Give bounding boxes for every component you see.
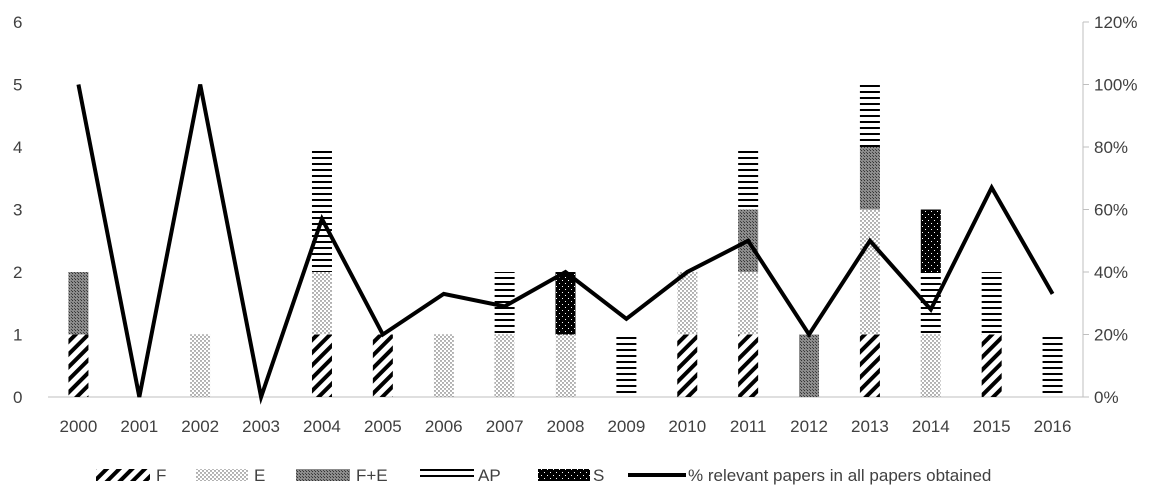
- bar-e-2010: [677, 272, 698, 335]
- y-right-tick-label: 40%: [1094, 263, 1128, 282]
- legend-swatch-f-e: [296, 469, 350, 481]
- legend-label-f-e: F+E: [356, 466, 388, 485]
- bar-e-2014: [920, 334, 941, 397]
- line-series: [76, 84, 1055, 405]
- x-tick-label: 2006: [425, 417, 463, 436]
- bar-e-2004: [311, 272, 332, 335]
- bar-f-e-2000: [68, 272, 89, 335]
- legend: F E F+E AP S % relevant papers in all papers …: [96, 466, 991, 485]
- bar-e-2002: [190, 334, 211, 397]
- bar-f-2005: [372, 334, 393, 397]
- x-tick-label: 2012: [790, 417, 828, 436]
- legend-swatch-s: [538, 469, 590, 481]
- bar-ap-2011: [738, 147, 759, 210]
- bar-f-e-2012: [799, 334, 820, 397]
- bar-ap-2007: [494, 272, 515, 335]
- x-tick-label: 2000: [60, 417, 98, 436]
- x-tick-label: 2010: [668, 417, 706, 436]
- y-left-tick-label: 1: [13, 326, 22, 345]
- x-tick-label: 2001: [120, 417, 158, 436]
- y-left-tick-label: 3: [13, 201, 22, 220]
- bar-e-2013: [859, 209, 880, 335]
- bar-ap-2009: [616, 334, 637, 397]
- y-left-tick-label: 2: [13, 263, 22, 282]
- bar-f-2004: [311, 334, 332, 397]
- y-right-tick-label: 60%: [1094, 201, 1128, 220]
- bar-ap-2014: [920, 272, 941, 335]
- bar-e-2006: [433, 334, 454, 397]
- line-relevant-papers-percent: [76, 84, 1055, 405]
- bar-ap-2016: [1042, 334, 1063, 397]
- x-tick-label: 2005: [364, 417, 402, 436]
- x-tick-label: 2016: [1034, 417, 1072, 436]
- x-tick-label: 2015: [973, 417, 1011, 436]
- x-tick-label: 2013: [851, 417, 889, 436]
- y-left-tick-label: 0: [13, 388, 22, 407]
- y-left-tick-label: 6: [13, 13, 22, 32]
- x-tick-label: 2003: [242, 417, 280, 436]
- bar-f-2010: [677, 334, 698, 397]
- legend-label-s: S: [593, 466, 604, 485]
- legend-swatch-e: [196, 469, 248, 481]
- x-tick-label: 2004: [303, 417, 341, 436]
- bar-e-2008: [555, 334, 576, 397]
- legend-label-f: F: [156, 466, 166, 485]
- bar-s-2008: [555, 272, 576, 335]
- y-right-tick-label: 100%: [1094, 76, 1137, 95]
- bar-f-e-2013: [859, 147, 880, 210]
- bar-ap-2004: [311, 147, 332, 272]
- x-tick-label: 2007: [486, 417, 524, 436]
- bar-e-2011: [738, 272, 759, 335]
- x-tick-label: 2008: [547, 417, 585, 436]
- bar-e-2007: [494, 334, 515, 397]
- y-left-tick-label: 5: [13, 76, 22, 95]
- legend-label-ap: AP: [478, 466, 501, 485]
- bar-s-2014: [920, 209, 941, 272]
- x-tick-label: 2002: [181, 417, 219, 436]
- bar-ap-2015: [981, 272, 1002, 335]
- x-tick-label: 2009: [607, 417, 645, 436]
- bar-ap-2013: [859, 84, 880, 147]
- x-tick-label: 2014: [912, 417, 950, 436]
- bar-f-2013: [859, 334, 880, 397]
- y-right-tick-label: 20%: [1094, 326, 1128, 345]
- legend-label-line: % relevant papers in all papers obtained: [688, 466, 991, 485]
- x-tick-label: 2011: [730, 417, 767, 436]
- y-left-tick-label: 4: [13, 138, 22, 157]
- bar-f-2000: [68, 334, 89, 397]
- legend-swatch-f: [96, 469, 150, 481]
- bars: [68, 84, 1063, 397]
- legend-swatch-ap: [420, 469, 474, 481]
- bar-f-2015: [981, 334, 1002, 397]
- legend-label-e: E: [254, 466, 265, 485]
- y-right-tick-label: 80%: [1094, 138, 1128, 157]
- y-right-tick-label: 120%: [1094, 13, 1137, 32]
- bar-f-2011: [738, 334, 759, 397]
- y-right-tick-label: 0%: [1094, 388, 1119, 407]
